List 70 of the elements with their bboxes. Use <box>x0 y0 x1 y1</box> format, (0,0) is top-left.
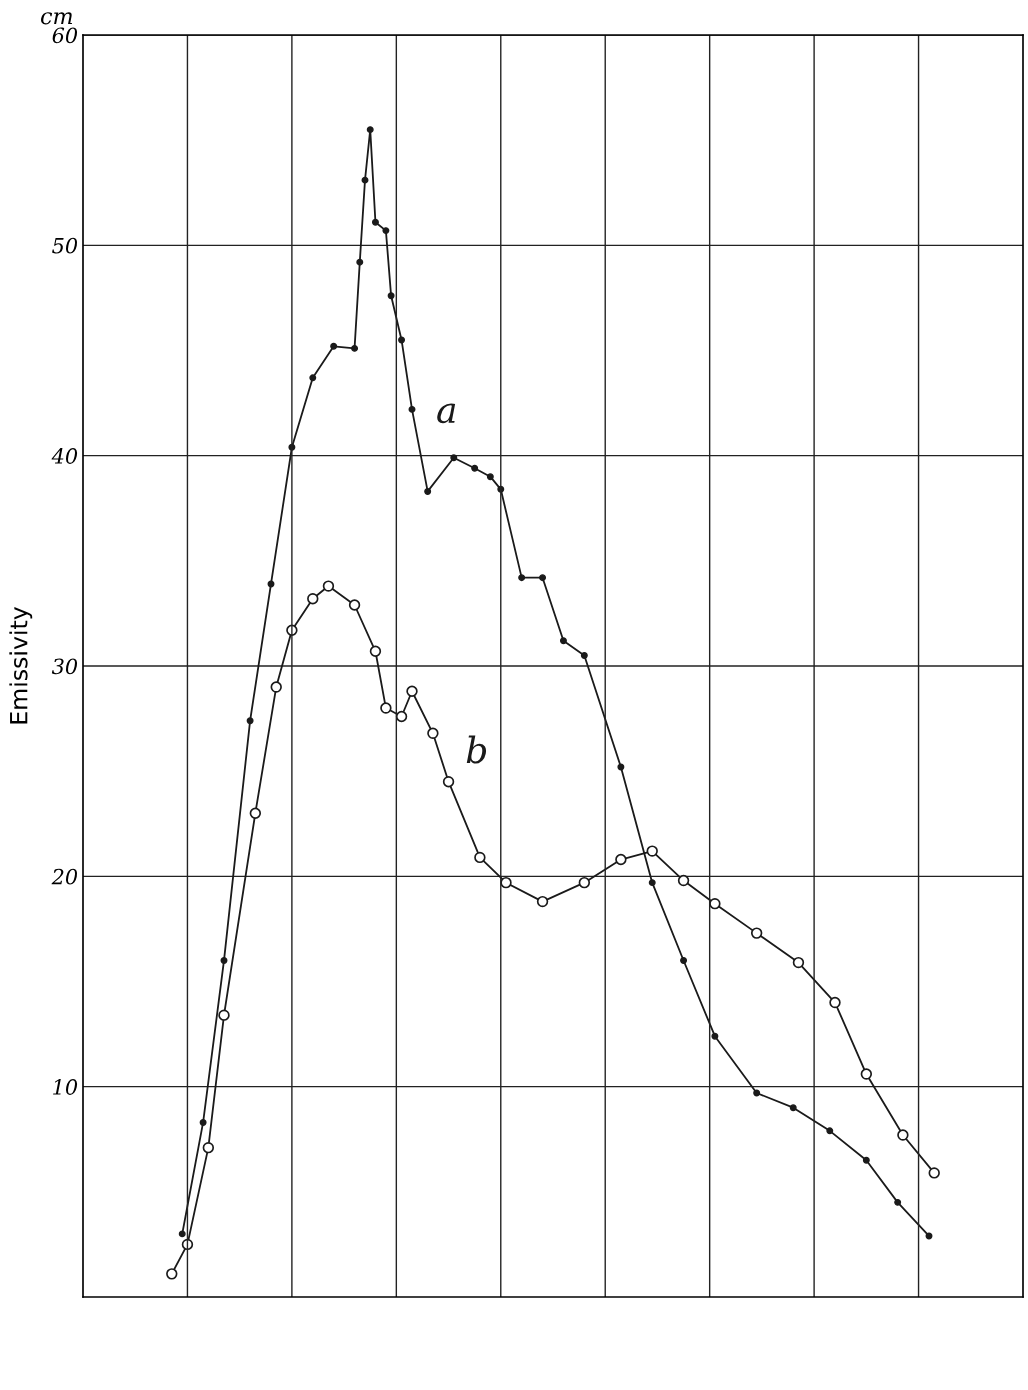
y-tick-label: 40 <box>51 448 78 464</box>
point <box>750 927 763 939</box>
point <box>486 473 494 481</box>
point <box>249 807 262 819</box>
point <box>166 1268 178 1280</box>
point <box>826 1127 834 1135</box>
point <box>450 454 458 462</box>
point <box>348 599 361 611</box>
point <box>709 897 721 910</box>
point <box>178 1230 186 1238</box>
point <box>380 702 392 714</box>
point <box>559 637 567 645</box>
point <box>539 574 547 582</box>
point <box>897 1129 909 1141</box>
point <box>395 710 408 723</box>
y-tick-label: 50 <box>52 237 78 254</box>
text: cm <box>41 12 73 25</box>
point <box>442 775 455 788</box>
point <box>894 1198 902 1206</box>
y-tick-label: 30 <box>51 658 78 675</box>
point <box>711 1032 719 1040</box>
point <box>648 879 656 887</box>
point <box>220 956 228 964</box>
point <box>408 405 416 413</box>
point <box>615 853 627 866</box>
point <box>617 763 625 771</box>
point <box>792 956 805 969</box>
point <box>580 652 588 659</box>
point <box>371 218 379 226</box>
point <box>518 574 526 582</box>
series-label: b <box>466 735 487 764</box>
point <box>789 1104 797 1112</box>
point <box>500 876 512 889</box>
point <box>322 580 335 592</box>
point <box>351 344 359 352</box>
point <box>382 227 390 235</box>
point <box>202 1141 215 1154</box>
y-tick-label: 20 <box>51 868 78 885</box>
point <box>424 487 432 495</box>
point <box>246 717 254 725</box>
point <box>860 1068 873 1080</box>
point <box>753 1089 761 1097</box>
point <box>366 126 374 134</box>
point <box>928 1167 940 1179</box>
point <box>387 292 395 300</box>
y-tick-label: 10 <box>53 1079 78 1095</box>
point <box>536 895 549 908</box>
series-label: a <box>437 403 456 424</box>
y-axis-title: Emissivity <box>9 607 33 724</box>
point <box>427 727 439 740</box>
point <box>356 258 364 266</box>
point <box>578 876 591 889</box>
point <box>270 681 282 693</box>
point <box>218 1009 230 1021</box>
point <box>471 464 479 472</box>
point <box>361 176 369 184</box>
point <box>330 342 338 350</box>
point <box>369 645 382 657</box>
point <box>677 874 690 887</box>
point <box>474 851 486 864</box>
point <box>406 685 418 697</box>
point <box>646 845 658 857</box>
point <box>829 996 841 1009</box>
point <box>307 592 319 605</box>
point <box>862 1156 870 1164</box>
point <box>398 336 406 344</box>
point <box>199 1118 207 1126</box>
y-tick-label: 60 <box>52 27 78 44</box>
point <box>309 374 317 382</box>
point <box>680 956 688 964</box>
